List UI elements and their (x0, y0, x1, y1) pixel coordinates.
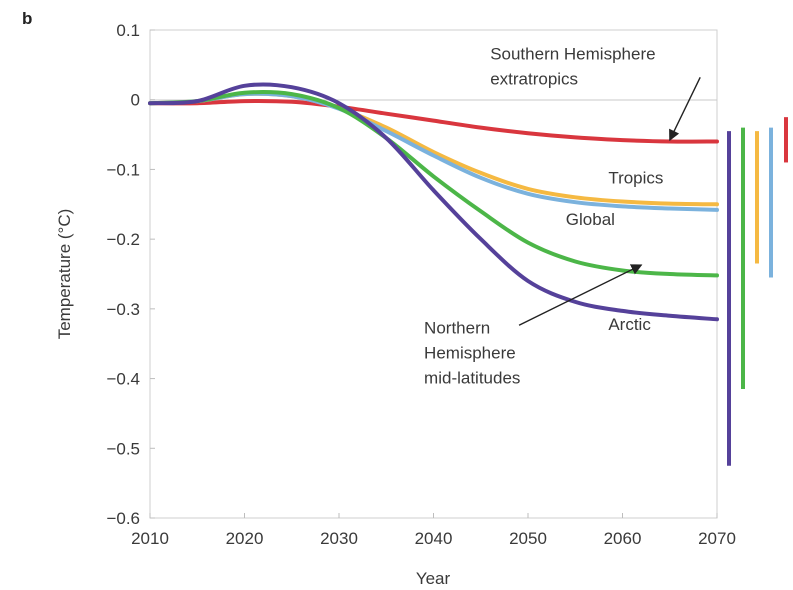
x-tick-label: 2050 (509, 529, 547, 548)
annotation-label: Northern (424, 318, 490, 337)
x-tick-label: 2060 (604, 529, 642, 548)
x-tick-label: 2030 (320, 529, 358, 548)
annotation-label: Arctic (608, 315, 651, 334)
annotation-label: Hemisphere (424, 343, 516, 362)
series-line-arctic (148, 82, 719, 322)
y-tick-label: −0.4 (106, 370, 140, 389)
x-tick-label: 2070 (698, 529, 736, 548)
annotation-label: Global (566, 210, 615, 229)
x-tick-label: 2020 (226, 529, 264, 548)
annotation-arrow (669, 76, 701, 142)
range-bars (727, 117, 788, 466)
y-tick-label: 0 (131, 91, 140, 110)
x-tick-label: 2010 (131, 529, 169, 548)
x-tick-label: 2040 (415, 529, 453, 548)
series-layer (148, 82, 719, 322)
y-tick-label: −0.5 (106, 439, 140, 458)
y-tick-label: −0.6 (106, 509, 140, 528)
annotation-arrow (518, 264, 643, 326)
y-tick-label: 0.1 (116, 21, 140, 40)
y-axis: 0.1 0 −0.1 −0.2 −0.3 −0.4 −0.5 −0.6 (106, 21, 155, 528)
x-axis-label: Year (416, 569, 451, 588)
annotation-label: mid-latitudes (424, 368, 520, 387)
panel-letter: b (22, 9, 32, 28)
annotations: Southern Hemisphere extratropics Tropics Gl… (424, 44, 701, 387)
annotation-label: Tropics (608, 168, 663, 187)
y-tick-label: −0.3 (106, 300, 140, 319)
y-axis-label: Temperature (°C) (55, 209, 74, 340)
annotation-label: Southern Hemisphere (490, 44, 655, 63)
series-line-northern-hemisphere-mid-latitudes (148, 90, 719, 278)
y-tick-label: −0.2 (106, 230, 140, 249)
y-tick-label: −0.1 (106, 160, 140, 179)
series-line-southern-hemisphere-extratropics (148, 98, 719, 144)
x-axis: 2010 2020 2030 2040 2050 2060 2070 (131, 513, 736, 548)
annotation-label: extratropics (490, 69, 578, 88)
